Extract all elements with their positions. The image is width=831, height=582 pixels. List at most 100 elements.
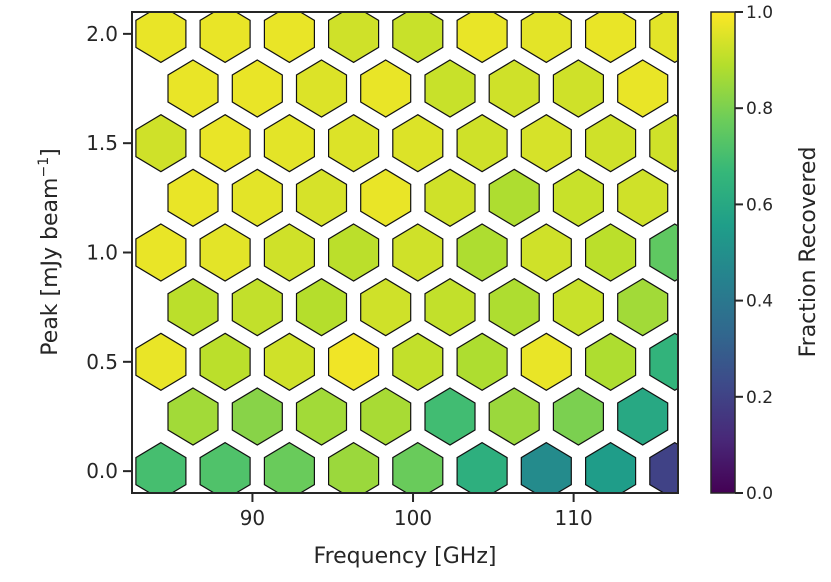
hexbin-cell	[617, 59, 669, 118]
hexbin-cell	[199, 441, 251, 493]
hexbin-cell	[392, 332, 444, 391]
y-axis: 0.0 0.5 1.0 1.5 2.0	[86, 22, 132, 483]
hexbin-cell	[231, 278, 283, 337]
colorbar-tick-label: 0.6	[746, 195, 773, 215]
hexbin-cell	[135, 441, 187, 493]
y-tick-label: 0.5	[86, 350, 118, 374]
hexbin-cell	[649, 114, 678, 173]
hexbin-cell	[295, 278, 348, 337]
y-tick-label: 1.5	[86, 131, 118, 155]
x-tick-label: 110	[555, 506, 593, 530]
hexbin-cell	[617, 278, 669, 337]
hexbin-cell	[552, 278, 605, 337]
x-tick-label: 100	[394, 506, 432, 530]
hexbin-cell	[360, 59, 412, 118]
hexbin-cell	[135, 114, 187, 173]
hexbin-cell	[584, 223, 637, 282]
hexbin-cell	[520, 332, 572, 391]
hexbin-cell	[199, 12, 251, 64]
hexbin-cell	[136, 552, 186, 582]
hexbin-cell	[424, 387, 476, 446]
hexbin-cell	[328, 332, 380, 391]
hexbin-cell	[135, 12, 187, 64]
hexbin-cell	[328, 12, 380, 64]
hexbin-cell	[586, 552, 636, 582]
hexbin-cell	[489, 497, 539, 554]
hexbin-cell	[649, 223, 678, 282]
hexbin-cell	[264, 552, 314, 582]
hexbin-cell	[552, 387, 605, 446]
hexbin-cell	[456, 12, 508, 64]
colorbar-axis: 0.0 0.2 0.4 0.6 0.8 1.0	[735, 3, 773, 504]
hexbin-cell	[488, 278, 540, 337]
hexbin-cell	[424, 59, 476, 118]
hexbin-cell	[263, 12, 315, 64]
hexbin-cell	[552, 59, 605, 118]
hexbin-cell	[520, 12, 572, 64]
y-tick-label: 2.0	[86, 22, 118, 46]
hexbin-cell	[520, 441, 572, 493]
hexbin-cell	[488, 168, 540, 227]
hexbin-cell	[328, 114, 380, 173]
hexbin-cell	[295, 59, 348, 118]
hexbin-cell	[456, 223, 508, 282]
hexbin-cell	[199, 223, 251, 282]
hexbin-cell	[649, 12, 678, 64]
hexbin-cell	[168, 497, 218, 554]
colorbar-tick-label: 1.0	[746, 3, 773, 23]
hexbin-cell	[231, 59, 283, 118]
hexbin-cell	[488, 59, 540, 118]
x-axis: 90 100 110	[240, 493, 593, 530]
hexbin-cell	[199, 114, 251, 173]
hexbin-cell	[263, 441, 315, 493]
hexbin-cell	[392, 441, 444, 493]
hexbin-cell	[488, 387, 540, 446]
hexbin-cell	[584, 332, 637, 391]
hexbin-cell	[584, 441, 637, 493]
hexbin-cell	[263, 223, 315, 282]
hexbin-cell	[360, 278, 412, 337]
hexbin-cell	[328, 223, 380, 282]
hexbin-cell	[263, 332, 315, 391]
hexbin-cell	[520, 114, 572, 173]
colorbar-label: Fraction Recovered	[796, 147, 821, 358]
hexbin-cell	[617, 387, 669, 446]
hexbin-cell	[231, 168, 283, 227]
hexbin-cell	[392, 223, 444, 282]
colorbar-tick-label: 0.4	[746, 292, 773, 312]
hexbin-cell	[392, 12, 444, 64]
hexbin-cell	[584, 12, 637, 64]
hexbin-cell	[200, 552, 250, 582]
hexbin-cell	[424, 168, 476, 227]
y-tick-label: 0.0	[86, 459, 118, 483]
hexbin-cell	[456, 332, 508, 391]
y-tick-label: 1.0	[86, 241, 118, 265]
hexbin-cell	[295, 168, 348, 227]
hexbin-cell	[584, 114, 637, 173]
colorbar-tick-label: 0.0	[746, 484, 773, 504]
hexbin-cell	[521, 552, 571, 582]
colorbar	[710, 11, 736, 494]
hexbin-cell	[649, 441, 678, 493]
hexbin-cell	[552, 168, 605, 227]
hexbin-cell	[650, 552, 700, 582]
hexbin-cell	[231, 387, 283, 446]
hexbin-cell	[618, 497, 668, 554]
hexbin-cell	[649, 332, 678, 391]
hexbin-cell	[167, 278, 219, 337]
hexbin-cell	[520, 223, 572, 282]
hexbin-cell	[456, 441, 508, 493]
hexbin-cell	[263, 114, 315, 173]
y-axis-label-superscript: −1	[36, 157, 52, 178]
hexbin-cell	[199, 332, 251, 391]
colorbar-tick-label: 0.2	[746, 388, 773, 408]
hexbin-cell	[617, 168, 669, 227]
hexbin-cell	[295, 387, 348, 446]
hexbin-cell	[135, 223, 187, 282]
colorbar-tick-label: 0.8	[746, 99, 773, 119]
hexbin-cell	[456, 114, 508, 173]
hexbin-cell	[167, 168, 219, 227]
hexbin-cell	[360, 168, 412, 227]
hexbin-cell	[167, 387, 219, 446]
